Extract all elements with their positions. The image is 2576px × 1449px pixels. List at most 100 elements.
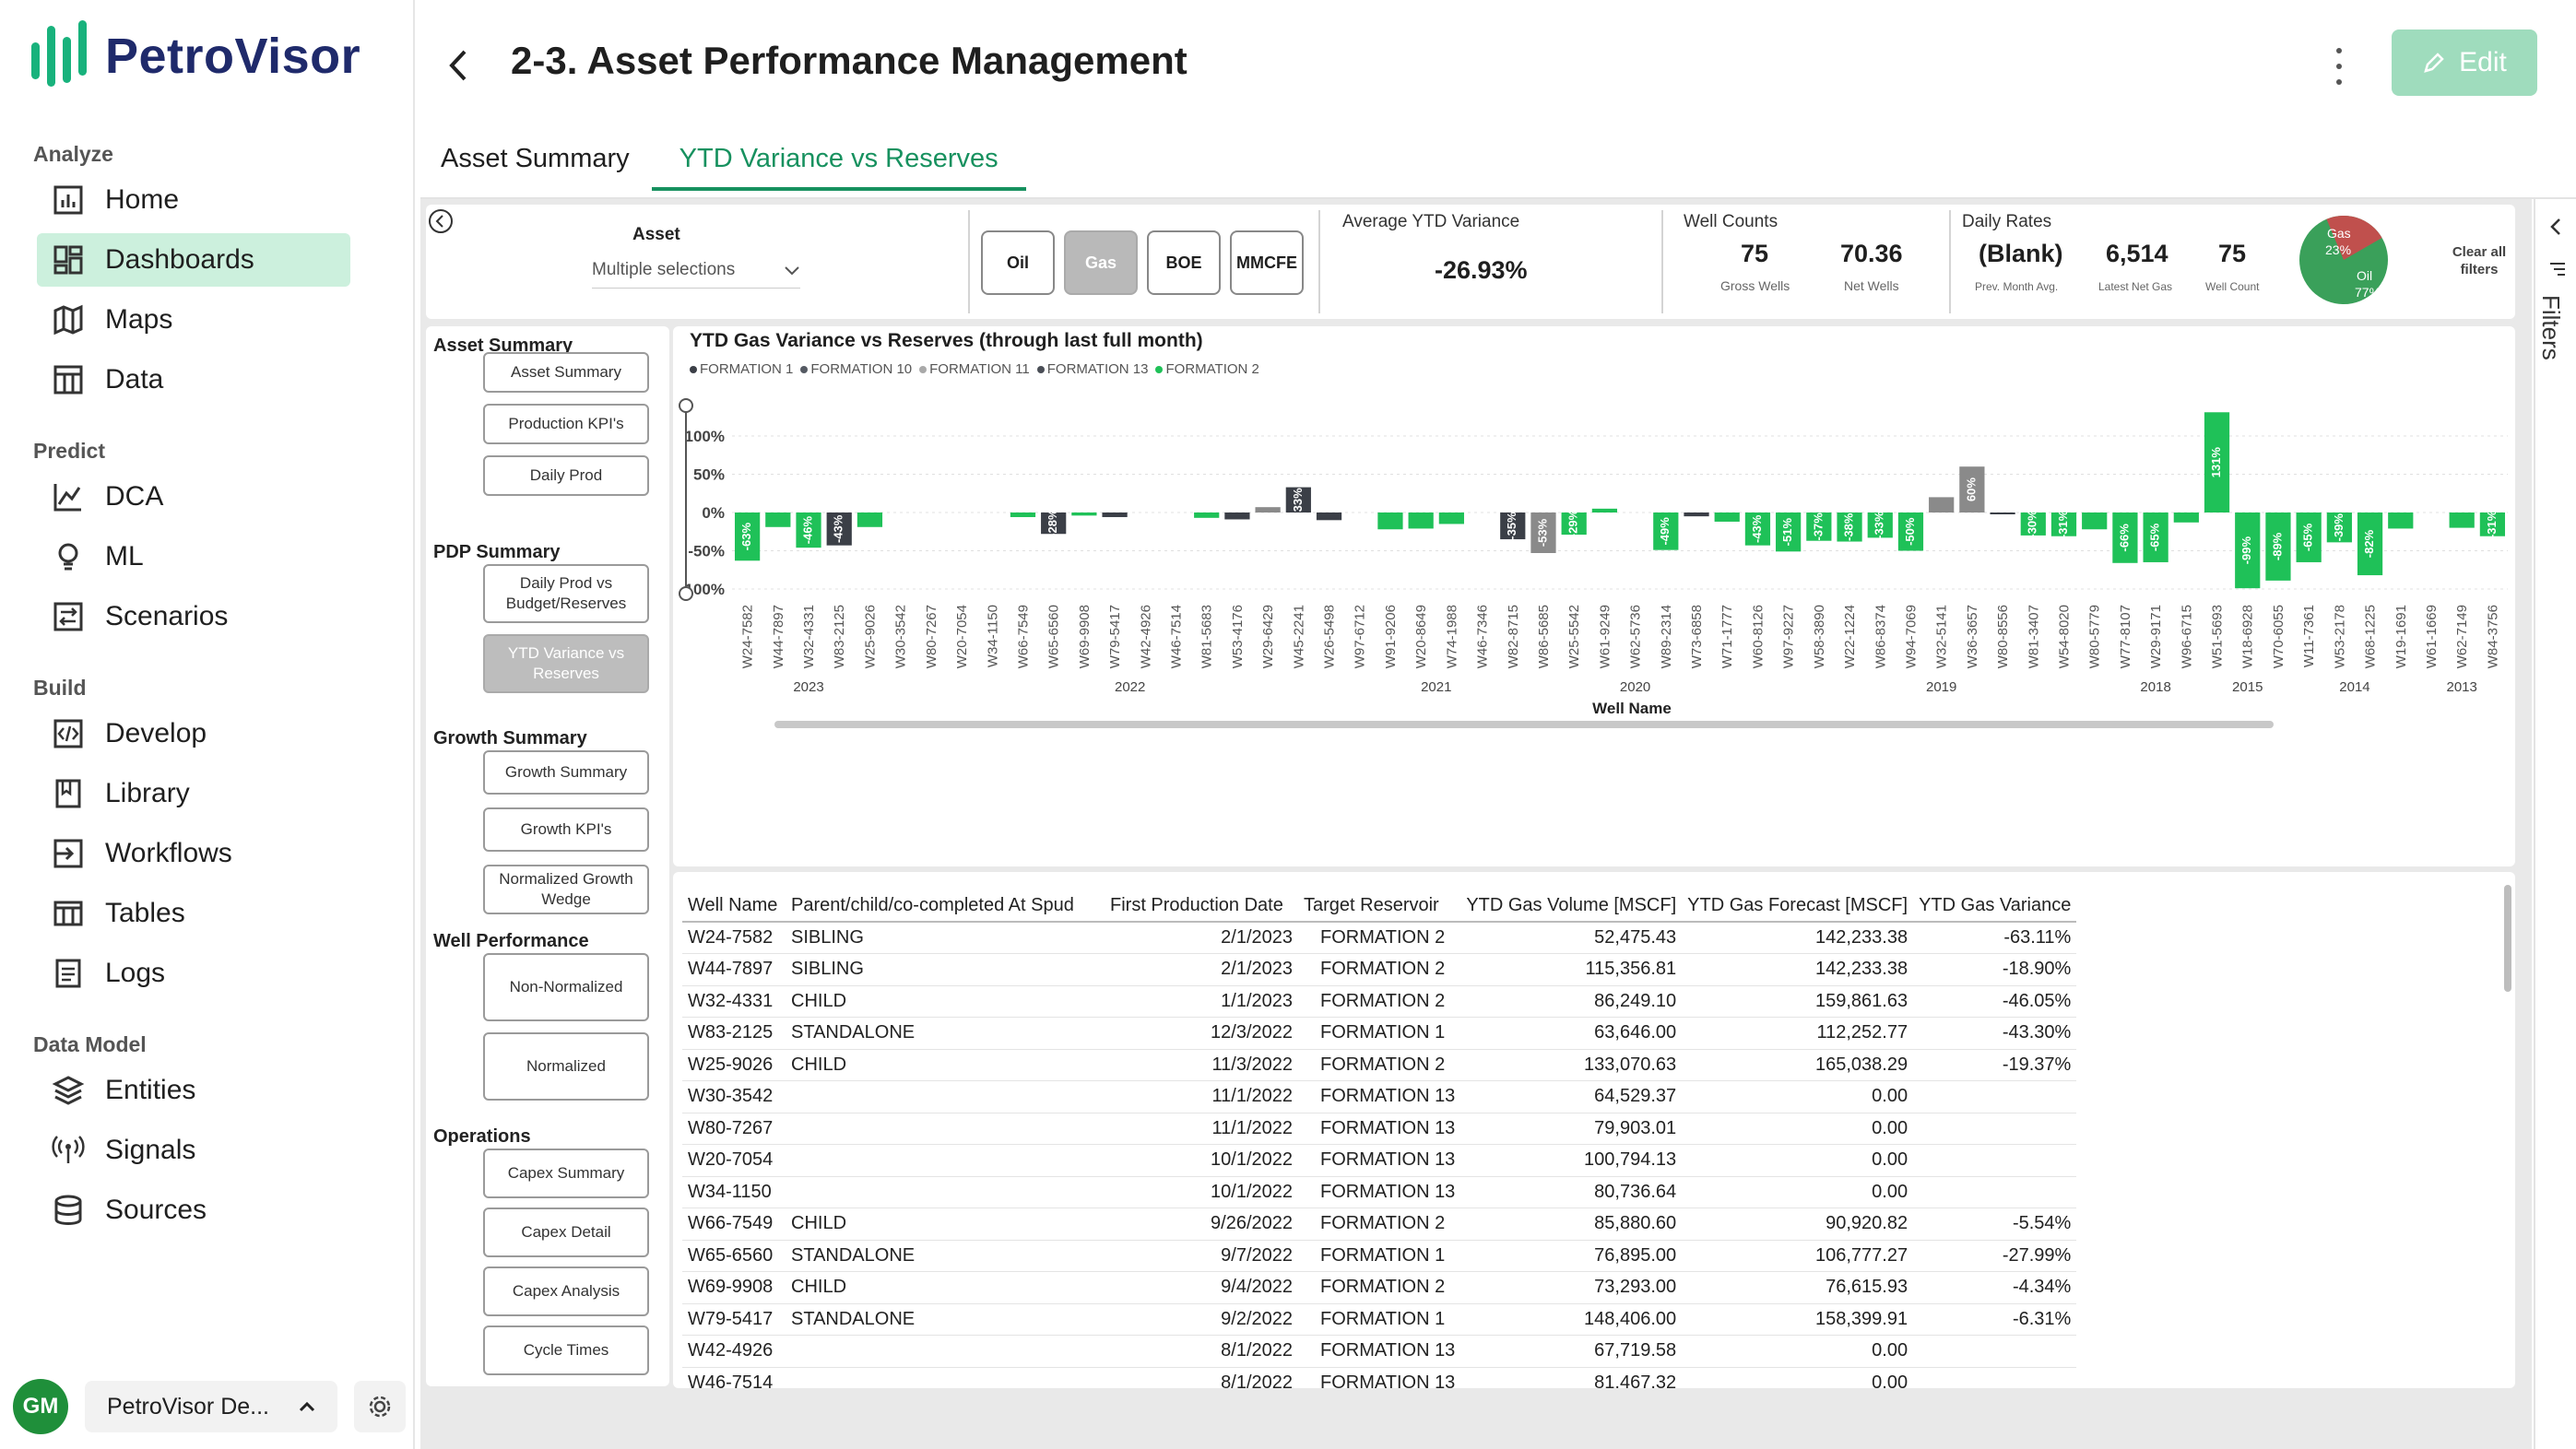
page-button-asset-summary[interactable]: Asset Summary [483,352,649,393]
mmcfe-button[interactable]: MMCFE [1230,230,1304,295]
tab-ytd-variance[interactable]: YTD Variance vs Reserves [651,138,1026,191]
bar-w91-9206[interactable] [1377,512,1403,530]
bar-w80-8556[interactable] [1990,512,2015,514]
table-row[interactable]: W65-6560 STANDALONE 9/7/2022 FORMATION 1 76,… [682,1239,2077,1272]
bar-w36-3657[interactable] [1959,466,1985,512]
y-range-slider-handle[interactable] [679,586,693,601]
bar-w71-1777[interactable] [1714,512,1740,522]
table-row[interactable]: W46-7514 8/1/2022 FORMATION 13 81,467.32 0.0… [682,1366,2077,1388]
bar-w82-8715[interactable] [1500,512,1526,540]
bar-w51-5693[interactable] [2204,412,2230,512]
bar-w54-8020[interactable] [2050,512,2077,536]
bar-w60-8126[interactable] [1744,512,1771,546]
table-row[interactable]: W34-1150 10/1/2022 FORMATION 13 80,736.64 0.… [682,1175,2077,1208]
sidebar-item-ml[interactable]: ML [37,530,350,583]
page-button-normalized[interactable]: Normalized [483,1032,649,1101]
table-row[interactable]: W20-7054 10/1/2022 FORMATION 13 100,794.13 0… [682,1144,2077,1176]
boe-button[interactable]: BOE [1147,230,1221,295]
column-header-ytd-gas-variance[interactable]: YTD Gas Variance [1913,890,2077,923]
bar-w79-5417[interactable] [1102,512,1128,517]
y-range-slider-handle[interactable] [679,398,693,413]
bar-w81-3407[interactable] [2020,512,2046,536]
table-row[interactable]: W42-4926 8/1/2022 FORMATION 13 67,719.58 0.0… [682,1335,2077,1367]
bar-w53-4176[interactable] [1224,512,1250,520]
brand-logo[interactable]: PetroVisor [31,20,360,87]
column-header-target-reservoir[interactable]: Target Reservoir [1298,890,1461,923]
sidebar-item-signals[interactable]: Signals [37,1124,350,1177]
column-header-parent-child-co-completed-at-spud[interactable]: Parent/child/co-completed At Spud [786,890,1105,923]
table-scrollbar[interactable] [2504,885,2511,992]
table-row[interactable]: W83-2125 STANDALONE 12/3/2022 FORMATION 1 63… [682,1017,2077,1049]
page-button-cycle-times[interactable]: Cycle Times [483,1325,649,1375]
column-header-well-name[interactable]: Well Name [682,890,786,923]
table-row[interactable]: W66-7549 CHILD 9/26/2022 FORMATION 2 85,880.… [682,1208,2077,1240]
legend-item-formation-1[interactable]: FORMATION 1 [690,361,793,377]
page-button-production-kpi-s[interactable]: Production KPI's [483,404,649,444]
oil-gas-pie-chart[interactable]: Gas 23% Oil 77% [2298,214,2390,306]
sidebar-item-maps[interactable]: Maps [37,293,350,347]
settings-button[interactable] [354,1381,406,1432]
bar-w53-2178[interactable] [2326,512,2352,543]
table-row[interactable]: W44-7897 SIBLING 2/1/2023 FORMATION 2 115,35… [682,953,2077,985]
bar-w20-8649[interactable] [1408,512,1434,529]
bar-w94-7069[interactable] [1897,512,1924,551]
chevron-left-icon[interactable] [2546,216,2565,238]
sidebar-item-scenarios[interactable]: Scenarios [37,590,350,643]
oil-button[interactable]: Oil [981,230,1055,295]
sidebar-item-workflows[interactable]: Workflows [37,827,350,880]
edit-button[interactable]: Edit [2392,29,2537,96]
table-row[interactable]: W80-7267 11/1/2022 FORMATION 13 79,903.01 0.… [682,1112,2077,1145]
bar-w97-9227[interactable] [1776,512,1802,552]
sidebar-item-dca[interactable]: DCA [37,470,350,524]
bar-w45-2241[interactable] [1285,487,1311,512]
bar-w96-6715[interactable] [2173,512,2199,523]
bar-w77-8107[interactable] [2112,512,2138,563]
sidebar-item-data[interactable]: Data [37,353,350,406]
bar-w25-9026[interactable] [857,512,883,527]
table-row[interactable]: W32-4331 CHILD 1/1/2023 FORMATION 2 86,249.1… [682,984,2077,1018]
bar-w83-2125[interactable] [826,512,852,546]
collapse-back-icon[interactable] [426,206,455,236]
chart-horizontal-scrollbar[interactable] [774,721,2274,728]
bar-w70-6055[interactable] [2265,512,2291,581]
bar-w29-9171[interactable] [2143,512,2168,562]
table-row[interactable]: W24-7582 SIBLING 2/1/2023 FORMATION 2 52,475… [682,921,2077,954]
bar-w25-5542[interactable] [1561,512,1587,536]
table-row[interactable]: W25-9026 CHILD 11/3/2022 FORMATION 2 133,070… [682,1048,2077,1081]
page-button-capex-detail[interactable]: Capex Detail [483,1208,649,1257]
bar-w81-5683[interactable] [1194,512,1220,518]
bar-w65-6560[interactable] [1041,512,1067,535]
table-row[interactable]: W79-5417 STANDALONE 9/2/2022 FORMATION 1 148… [682,1302,2077,1336]
page-button-growth-summary[interactable]: Growth Summary [483,750,649,795]
legend-item-formation-2[interactable]: FORMATION 2 [1155,361,1259,377]
sidebar-item-sources[interactable]: Sources [37,1184,350,1237]
bar-w74-1988[interactable] [1438,512,1464,524]
bar-w80-5779[interactable] [2082,512,2108,530]
avatar[interactable]: GM [13,1379,68,1434]
bar-chart[interactable]: 100%50%0%-50%-100%-63%W24-7582 W44-7897-4… [673,376,2515,866]
more-options-icon[interactable] [2333,48,2346,85]
column-header-ytd-gas-forecast-mscf[interactable]: YTD Gas Forecast [MSCF] [1682,890,1914,923]
page-button-daily-prod-vs-budget-reserves[interactable]: Daily Prod vs Budget/Reserves [483,564,649,623]
page-button-capex-summary[interactable]: Capex Summary [483,1149,649,1198]
bar-w73-6858[interactable] [1684,512,1709,517]
bar-w26-5498[interactable] [1316,512,1342,521]
legend-item-formation-10[interactable]: FORMATION 10 [800,361,912,377]
clear-filters-button[interactable]: Clear all filters [2452,244,2507,277]
bar-w86-5685[interactable] [1530,512,1556,553]
table-row[interactable]: W30-3542 11/1/2022 FORMATION 13 64,529.37 0.… [682,1080,2077,1113]
tab-asset-summary[interactable]: Asset Summary [441,144,630,173]
back-arrow-icon[interactable] [441,42,478,88]
filters-pane[interactable] [2534,199,2576,1449]
page-button-growth-kpi-s[interactable]: Growth KPI's [483,807,649,852]
asset-slicer-dropdown[interactable]: Multiple selections [592,254,800,286]
legend-item-formation-11[interactable]: FORMATION 11 [919,361,1030,377]
workspace-selector[interactable]: PetroVisor De... [85,1381,337,1432]
bar-w11-7361[interactable] [2296,512,2322,562]
bar-w66-7549[interactable] [1010,512,1036,517]
sidebar-item-entities[interactable]: Entities [37,1064,350,1117]
bar-w19-1691[interactable] [2388,512,2414,529]
bar-w32-5141[interactable] [1929,497,1955,512]
bar-w32-4331[interactable] [796,512,821,548]
bar-w62-7149[interactable] [2449,512,2475,528]
